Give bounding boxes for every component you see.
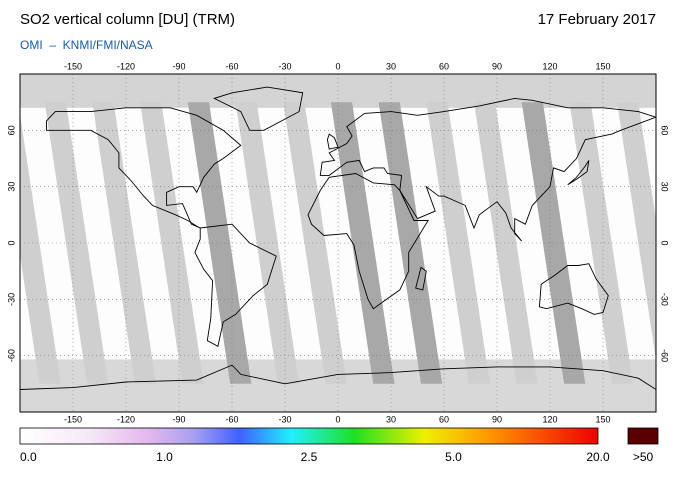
orbit-swath bbox=[426, 102, 490, 384]
orbit-swath bbox=[235, 102, 300, 384]
lon-tick-label: 150 bbox=[595, 61, 610, 71]
lon-tick-label: -90 bbox=[172, 414, 185, 424]
lon-tick-label: -60 bbox=[225, 414, 238, 424]
orbit-swath bbox=[378, 102, 443, 384]
lon-tick-label: -90 bbox=[172, 61, 185, 71]
lat-tick-label: 60 bbox=[660, 125, 670, 135]
orbit-swath bbox=[187, 102, 252, 384]
coastline bbox=[20, 364, 656, 390]
coastline bbox=[307, 173, 429, 310]
lon-tick-label: 90 bbox=[492, 61, 502, 71]
lon-tick-label: 0 bbox=[335, 414, 340, 424]
colorbar-overflow-label: >50 bbox=[633, 450, 654, 464]
orbit-swath bbox=[330, 102, 395, 384]
colorbar-overflow bbox=[627, 427, 659, 445]
lon-tick-label: 30 bbox=[386, 414, 396, 424]
lat-tick-label: 30 bbox=[6, 182, 16, 192]
coastline bbox=[567, 160, 590, 186]
orbit-swath bbox=[140, 102, 204, 384]
orbit-swath bbox=[521, 102, 586, 384]
colorbar-label: 0.0 bbox=[20, 450, 37, 464]
coastline bbox=[415, 266, 427, 291]
lat-tick-label: -60 bbox=[660, 349, 670, 362]
lat-tick-label: 60 bbox=[6, 125, 16, 135]
colorbar-label: 5.0 bbox=[445, 450, 462, 464]
lon-tick-label: -30 bbox=[278, 61, 291, 71]
coastline bbox=[46, 107, 242, 229]
lat-tick-label: 0 bbox=[660, 240, 670, 245]
lon-tick-label: 0 bbox=[335, 61, 340, 71]
date: 17 February 2017 bbox=[538, 11, 656, 28]
lat-tick-label: -30 bbox=[660, 293, 670, 306]
map-area bbox=[20, 74, 656, 412]
lon-tick-label: -120 bbox=[117, 61, 135, 71]
coastline bbox=[319, 97, 656, 242]
lon-tick-label: -150 bbox=[64, 61, 82, 71]
colorbar-label: 1.0 bbox=[156, 450, 173, 464]
orbit-swath bbox=[474, 102, 538, 384]
orbit-swath bbox=[283, 102, 347, 384]
lon-tick-label: 60 bbox=[439, 414, 449, 424]
lon-tick-label: -150 bbox=[64, 414, 82, 424]
lon-tick-label: 60 bbox=[439, 61, 449, 71]
title: SO2 vertical column [DU] (TRM) bbox=[20, 11, 235, 28]
lat-tick-label: 0 bbox=[6, 240, 16, 245]
orbit-swath bbox=[20, 114, 61, 384]
lat-tick-label: -30 bbox=[6, 293, 16, 306]
lon-tick-label: 120 bbox=[542, 61, 557, 71]
lon-tick-label: -30 bbox=[278, 414, 291, 424]
orbit-swath bbox=[617, 102, 656, 361]
map-frame bbox=[19, 73, 657, 413]
coastline bbox=[194, 223, 277, 347]
coastline bbox=[326, 133, 339, 150]
lon-tick-label: -120 bbox=[117, 414, 135, 424]
colorbar-label: 2.5 bbox=[301, 450, 318, 464]
colorbar bbox=[19, 427, 599, 445]
lat-tick-label: -60 bbox=[6, 349, 16, 362]
lon-tick-label: 150 bbox=[595, 414, 610, 424]
lon-tick-label: 30 bbox=[386, 61, 396, 71]
lon-tick-label: 120 bbox=[542, 414, 557, 424]
subtitle: OMI – KNMI/FMI/NASA bbox=[20, 38, 153, 52]
lon-tick-label: 90 bbox=[492, 414, 502, 424]
coastline bbox=[213, 86, 304, 131]
lon-tick-label: -60 bbox=[225, 61, 238, 71]
coastline bbox=[538, 263, 609, 315]
lat-tick-label: 30 bbox=[660, 182, 670, 192]
colorbar-label: 20.0 bbox=[586, 450, 610, 464]
